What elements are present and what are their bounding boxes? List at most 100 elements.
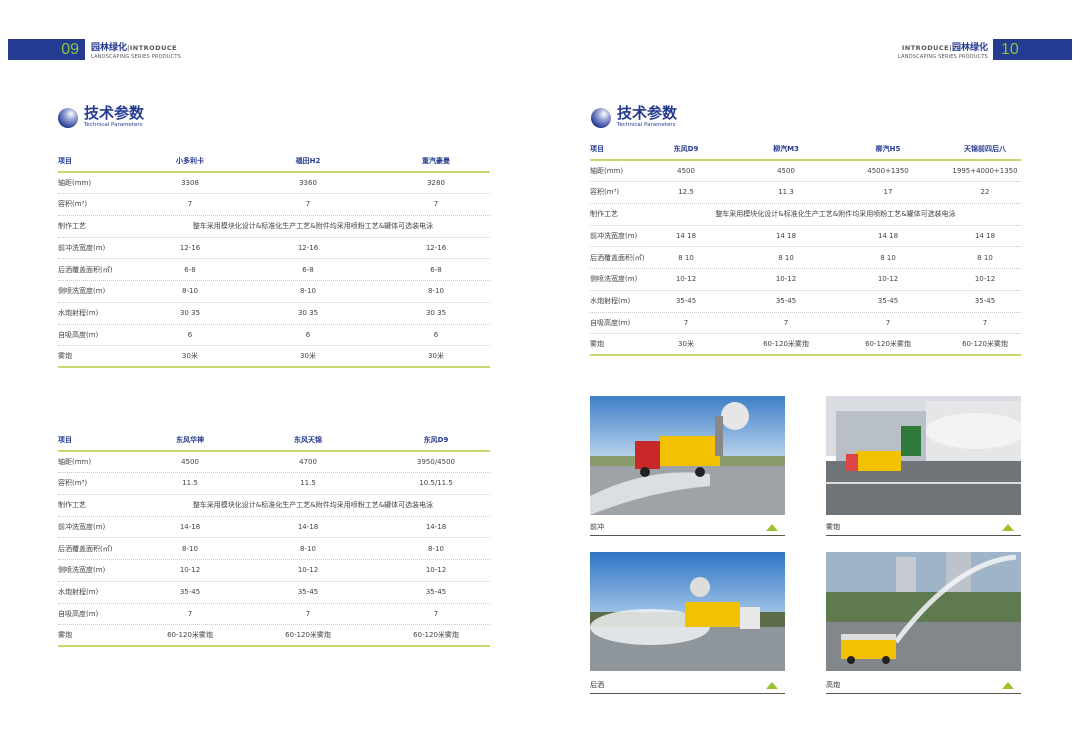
table-cell: 35-45 [675,296,697,305]
table-cell: 整车采用模块化设计&标准化生产工艺&附件均采用喷粉工艺&罐体可选装电泳 [192,222,434,231]
row-label: 前冲洗宽度(m) [590,231,638,240]
page-number: 09 [61,41,79,58]
header-title-cn: 园林绿化 [951,43,988,53]
triangle-up-icon [1002,524,1014,531]
column-header: 项目 [590,145,604,153]
table-row: 容积(m³) 12.5 11.3 17 22 [590,182,1021,205]
photo-high-cannon [826,552,1021,671]
table-row: 自吸高度(m) 7 7 7 7 [590,313,1021,335]
table-cell: 60-120米雾炮 [865,340,911,349]
table-cell: 10.5/11.5 [419,479,453,488]
row-label: 后洒覆盖面积(㎡) [58,544,113,553]
column-header: 项目 [58,157,72,165]
row-label: 轴距(mm) [590,166,624,175]
table-cell: 6 [187,330,193,339]
table-cell: 12-16 [179,243,201,252]
photo-front-wash [590,396,785,515]
row-label: 后洒覆盖面积(㎡) [58,265,113,274]
section-title-cn: 技术参数 [617,104,678,122]
table-cell: 35-45 [877,296,899,305]
table-cell: 8 10 [778,253,794,262]
table-cell: 14-18 [179,522,201,531]
table-cell: 7 [187,200,193,209]
table-cell: 4700 [299,457,317,466]
table-row: 轴距(mm) 3308 3360 3280 [58,173,490,195]
photo-fog-cannon [826,396,1021,515]
row-label: 后洒覆盖面积(㎡) [590,253,645,262]
table-cell: 60-120米雾炮 [285,631,331,640]
table-cell: 22 [980,188,990,197]
header-title-cn: 园林绿化 [91,43,128,53]
photo-caption: 前冲 [590,522,785,536]
column-header: 柳汽M3 [773,145,799,153]
photo-rear-spray [590,552,785,671]
row-label: 前冲洗宽度(m) [58,243,106,252]
photo-caption: 后洒 [590,680,785,694]
column-header: 小多利卡 [176,157,204,165]
table-row: 后洒覆盖面积(㎡) 6-8 6-8 6-8 [58,260,490,282]
table-cell: 4500+1350 [867,166,909,175]
table-cell: 6-8 [184,265,196,274]
section-title-en: Technical Parameters [617,122,676,128]
table-row: 侧喷洗宽度(m) 10-12 10-12 10-12 10-12 [590,269,1021,291]
row-label: 雾炮 [58,352,72,361]
table-cell: 60-120米雾炮 [167,631,213,640]
row-label: 容积(m³) [58,200,88,209]
table-row: 水炮射程(m) 35-45 35-45 35-45 35-45 [590,291,1021,313]
spec-table-2: 项目 东风华神 东风天锦 东风D9 轴距(mm) 4500 4700 3950/4500 容积(… [58,430,490,651]
table-cell: 10-12 [675,275,697,284]
photo-caption: 雾炮 [826,522,1021,536]
column-header: 重汽豪曼 [422,157,450,165]
table-cell: 30 35 [297,308,319,317]
table-cell: 14-18 [297,522,319,531]
column-header: 福田H2 [295,157,321,165]
table-row: 容积(m³) 7 7 7 [58,194,490,217]
table-cell: 3950/4500 [417,457,455,466]
table-cell: 8-10 [182,544,198,553]
table-cell: 17 [883,188,893,197]
row-label: 自吸高度(m) [590,318,631,327]
sphere-icon [591,108,611,128]
column-header: 天锦前四后八 [964,145,1006,153]
header-title: INTRODUCE|园林绿化 [902,40,988,53]
table-cell: 6 [305,330,311,339]
table-cell: 10-12 [179,566,201,575]
table-cell: 10-12 [775,275,797,284]
triangle-up-icon [1002,682,1014,689]
row-label: 雾炮 [58,631,72,640]
table-cell: 30米 [300,352,316,361]
spec-table-1: 项目 小多利卡 福田H2 重汽豪曼 轴距(mm) 3308 3360 3280 容积(m³) 7 7… [58,151,490,372]
row-label: 水炮射程(m) [590,296,631,305]
table-cell: 6 [433,330,439,339]
table-cell: 4500 [777,166,795,175]
row-label: 侧喷洗宽度(m) [590,275,638,284]
table-cell: 30米 [182,352,198,361]
table-cell: 6-8 [302,265,314,274]
table-cell: 8-10 [182,287,198,296]
column-header: 东风天锦 [294,436,322,444]
table-row: 轴距(mm) 4500 4500 4500+1350 1995+4000+1350 [590,161,1021,183]
table-row: 侧喷洗宽度(m) 10-12 10-12 10-12 [58,560,490,582]
table-row: 侧喷洗宽度(m) 8-10 8-10 8-10 [58,281,490,303]
column-header: 东风D9 [673,145,699,153]
table-row: 水炮射程(m) 30 35 30 35 30 35 [58,303,490,325]
row-label: 水炮射程(m) [58,587,99,596]
table-cell: 整车采用模块化设计&标准化生产工艺&附件均采用喷粉工艺&罐体可选装电泳 [192,501,434,510]
table-cell: 30 35 [425,308,447,317]
table-cell: 8-10 [428,544,444,553]
section-title-cn: 技术参数 [84,104,145,122]
header-subtitle: LANDSCAPING SERIES PRODUCTS [898,54,988,60]
table-cell: 35-45 [974,296,996,305]
table-row: 前冲洗宽度(m) 12-16 12-16 12-16 [58,238,490,260]
row-label: 前冲洗宽度(m) [58,522,106,531]
table-row: 制作工艺 整车采用模块化设计&标准化生产工艺&附件均采用喷粉工艺&罐体可选装电泳 [58,495,490,517]
section-title-en: Technical Parameters [84,122,143,128]
header-intro: |INTRODUCE [127,44,178,52]
table-cell: 10-12 [297,566,319,575]
row-label: 自吸高度(m) [58,609,99,618]
table-cell: 60-120米雾炮 [962,340,1008,349]
table-cell: 11.5 [300,479,316,488]
triangle-up-icon [766,524,778,531]
table-cell: 12-16 [425,243,447,252]
table-cell: 14 18 [877,231,899,240]
